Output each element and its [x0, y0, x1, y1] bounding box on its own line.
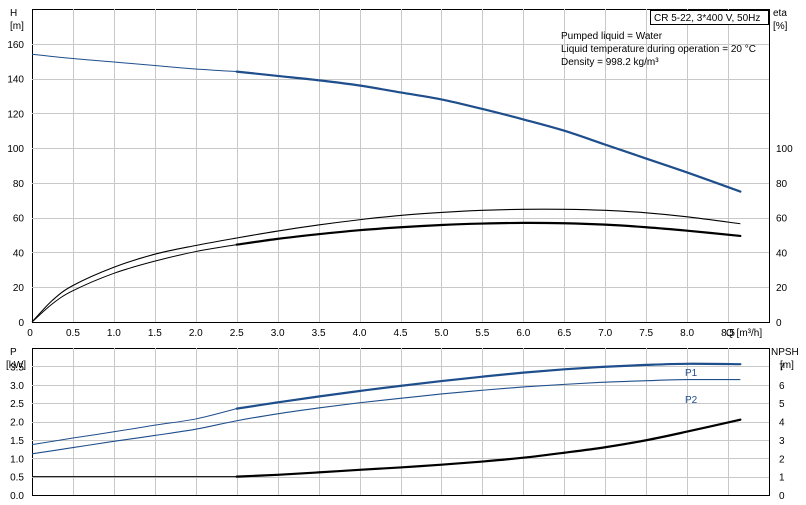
- top-left-tick-label: 160: [7, 40, 24, 51]
- x-tick-label: 5.5: [475, 328, 489, 339]
- axis-ticks: 0 0.5 1.0 1.5 2.0 2.5 3.0 3.5 4.0 4.5 5.0 5.5 6.0 6.5…: [7, 40, 793, 502]
- pump-title-box: [650, 10, 769, 25]
- pump-title: CR 5-22, 3*400 V, 50Hz: [654, 13, 760, 24]
- x-tick-label: 6.0: [516, 328, 530, 339]
- info-line-1: Pumped liquid = Water: [561, 31, 663, 42]
- x-tick-label: 8.5: [721, 328, 735, 339]
- bottom-plot-series: [31, 362, 742, 478]
- info-line-2: Liquid temperature during operation = 20…: [561, 44, 756, 55]
- x-tick-label: 8.0: [680, 328, 694, 339]
- top-left-tick-label: 0: [18, 318, 24, 329]
- x-tick-label: 2.5: [230, 328, 244, 339]
- series-label-p1: P1: [685, 368, 698, 379]
- bottom-right-tick-label: 7: [779, 362, 785, 373]
- bottom-left-tick-label: 1.5: [10, 436, 24, 447]
- bottom-right-tick-label: 6: [779, 381, 785, 392]
- bottom-left-axis-label-2: [kW]: [6, 360, 26, 371]
- top-left-tick-label: 120: [7, 109, 24, 120]
- bottom-left-tick-label: 0.5: [10, 473, 24, 484]
- bottom-left-tick-label: 1.0: [10, 454, 24, 465]
- bottom-right-axis-label-2: [m]: [780, 360, 794, 371]
- top-left-tick-label: 100: [7, 144, 24, 155]
- bottom-left-tick-label: 3.0: [10, 381, 24, 392]
- x-tick-label: 1.5: [148, 328, 162, 339]
- bottom-right-tick-label: 2: [779, 454, 785, 465]
- top-right-tick-label: 0: [776, 318, 782, 329]
- x-tick-label: 4.0: [353, 328, 367, 339]
- x-tick-label: 1.0: [107, 328, 121, 339]
- top-right-axis-label-2: [%]: [773, 21, 788, 32]
- bottom-right-tick-label: 5: [779, 399, 785, 410]
- p1-curve-thin: [31, 408, 237, 446]
- top-left-tick-label: 80: [13, 179, 25, 190]
- x-tick-label: 4.5: [394, 328, 408, 339]
- top-left-axis-label-1: H: [10, 8, 17, 19]
- x-tick-label: 3.5: [312, 328, 326, 339]
- x-tick-label: 6.5: [557, 328, 571, 339]
- x-tick-label: 3.0: [271, 328, 285, 339]
- top-left-axis-label-2: [m]: [10, 21, 24, 32]
- top-left-tick-label: 60: [13, 214, 25, 225]
- x-tick-label: 7.0: [598, 328, 612, 339]
- bottom-right-axis-label-1: NPSH: [771, 347, 799, 358]
- h-curve: [235, 70, 742, 193]
- x-tick-label: 0: [27, 328, 33, 339]
- bottom-left-axis-label-1: P: [10, 347, 17, 358]
- p2-curve: [31, 378, 741, 455]
- top-plot-grid: [32, 9, 769, 322]
- eta-thin-curve: [31, 208, 741, 323]
- h-curve-thin: [31, 53, 237, 73]
- x-tick-label: 7.5: [639, 328, 653, 339]
- bottom-right-tick-label: 1: [779, 473, 785, 484]
- top-right-axis-label-1: eta: [773, 8, 787, 19]
- x-axis-label: Q [m³/h]: [726, 328, 762, 339]
- x-tick-label: 5.0: [434, 328, 448, 339]
- bottom-left-tick-label: 0.0: [10, 491, 24, 502]
- bottom-right-tick-label: 0: [779, 491, 785, 502]
- info-line-3: Density = 998.2 kg/m³: [561, 57, 659, 68]
- p1-curve: [235, 362, 742, 410]
- top-plot-series: [31, 53, 742, 323]
- series-label-p2: P2: [685, 395, 698, 406]
- eta-curve: [235, 221, 742, 246]
- npsh-curve: [235, 418, 742, 478]
- x-tick-label: 2.0: [189, 328, 203, 339]
- x-tick-label: 0.5: [66, 328, 80, 339]
- bottom-right-tick-label: 3: [779, 436, 785, 447]
- top-right-tick-label: 60: [776, 214, 788, 225]
- bottom-plot-grid: [32, 348, 769, 495]
- top-right-tick-label: 20: [776, 283, 788, 294]
- bottom-right-tick-label: 4: [779, 418, 785, 429]
- top-left-tick-label: 140: [7, 75, 24, 86]
- bottom-left-tick-label: 2.5: [10, 399, 24, 410]
- top-right-tick-label: 40: [776, 248, 788, 259]
- top-left-tick-label: 20: [13, 283, 25, 294]
- top-left-tick-label: 40: [13, 248, 25, 259]
- top-right-tick-label: 100: [776, 144, 793, 155]
- top-right-tick-label: 80: [776, 179, 788, 190]
- eta-curve-thin: [31, 244, 237, 323]
- bottom-left-tick-label: 3.5: [10, 362, 24, 373]
- bottom-left-tick-label: 2.0: [10, 418, 24, 429]
